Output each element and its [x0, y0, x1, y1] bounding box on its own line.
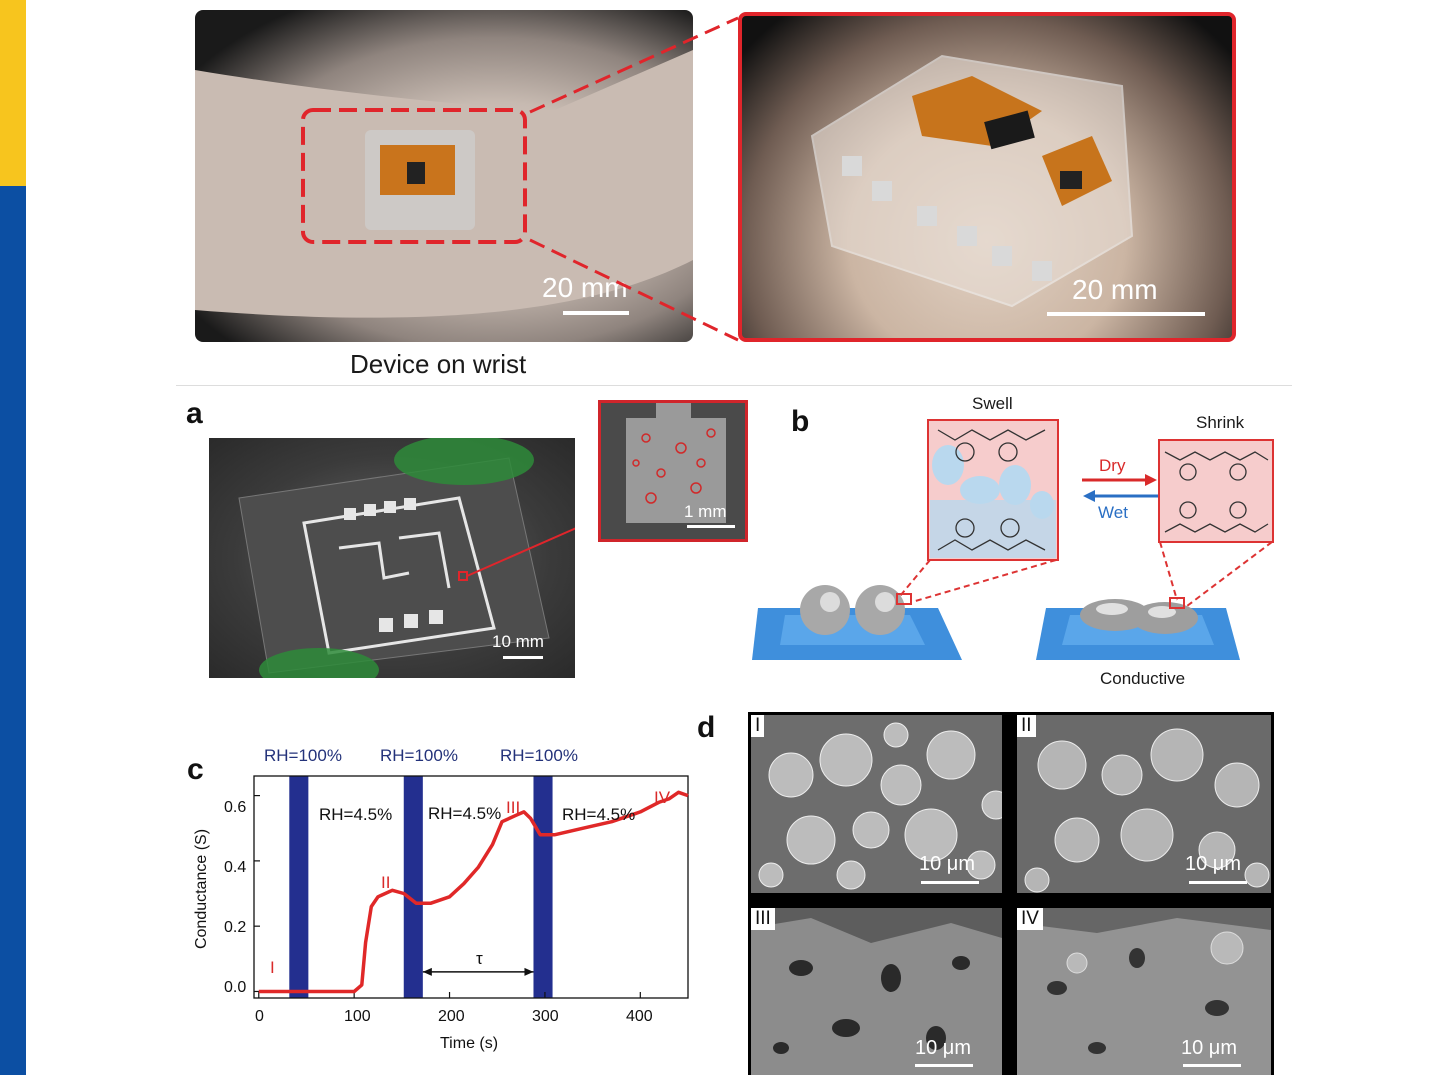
panel-a-letter: a	[186, 397, 203, 430]
x-tick-0: 0	[255, 1008, 264, 1025]
circuit-illustration	[238, 438, 575, 678]
sem-tag-IV: IV	[1017, 908, 1043, 930]
rh-high-label-1: RH=100%	[264, 746, 342, 765]
marker-IV: IV	[654, 788, 671, 807]
humidity-band-2	[403, 776, 423, 998]
sem-scale-bar-II	[1189, 881, 1247, 884]
tau-arrow-right-head	[524, 967, 534, 976]
swell-label: Swell	[972, 394, 1013, 413]
x-tick-100: 100	[344, 1008, 371, 1025]
pad-sem-inset: 1 mm	[598, 400, 748, 542]
sem-spheres-I	[758, 722, 1002, 890]
x-axis-title: Time (s)	[440, 1035, 499, 1052]
sem-sintered-III	[751, 918, 1002, 1075]
dry-label: Dry	[1099, 456, 1126, 475]
pcb-scale-bar	[503, 656, 543, 659]
sem-tag-III: III	[751, 908, 775, 930]
conductive-label: Conductive	[1100, 669, 1186, 688]
sem-tile-II: II 10 μm	[1017, 715, 1271, 893]
marker-I: I	[270, 958, 275, 977]
pad-sem-illustration	[601, 403, 745, 539]
x-tick-300: 300	[532, 1008, 559, 1025]
sem-tile-III: III 10 μm	[751, 908, 1002, 1075]
y-tick-0-6: 0.6	[224, 799, 247, 816]
sem-tag-I: I	[751, 715, 765, 737]
rh-low-label-1: RH=4.5%	[319, 805, 393, 824]
zoomed-device-photo: 20 mm	[738, 12, 1236, 342]
pcb-scale-label: 10 mm	[492, 632, 544, 651]
sem-scale-label-III: 10 μm	[915, 1037, 971, 1059]
plot-frame	[253, 775, 689, 999]
wet-label: Wet	[1098, 503, 1128, 522]
sem-scale-bar-IV	[1183, 1064, 1241, 1067]
marker-III: III	[506, 798, 521, 817]
sem-scale-label-I: 10 μm	[919, 853, 975, 875]
wrist-illustration	[195, 50, 693, 318]
x-tick-200: 200	[438, 1008, 465, 1025]
y-axis-title: Conductance (S)	[193, 828, 211, 950]
sem-tile-IV: IV 10 μm	[1017, 908, 1271, 1075]
accent-stripe-yellow	[0, 0, 26, 186]
marker-II: II	[381, 873, 391, 892]
rh-high-label-3: RH=100%	[500, 746, 578, 765]
rh-low-label-2: RH=4.5%	[428, 804, 502, 823]
rh-high-label-2: RH=100%	[380, 746, 458, 765]
wrist-photo: 20 mm	[195, 10, 693, 342]
swell-shrink-schematic	[752, 419, 1274, 660]
wrist-scale-bar	[563, 311, 629, 315]
wrist-scale-label: 20 mm	[542, 272, 628, 303]
zoom-scale-label: 20 mm	[1072, 274, 1158, 305]
sem-scale-label-II: 10 μm	[1185, 853, 1241, 875]
y-tick-0-2: 0.2	[224, 919, 247, 936]
y-tick-0-4: 0.4	[224, 859, 247, 876]
conductance-chart	[253, 775, 689, 999]
inset-scale-label: 1 mm	[684, 502, 727, 521]
sem-tag-II: II	[1017, 715, 1036, 737]
inset-scale-bar	[687, 525, 735, 528]
sem-scale-label-IV: 10 μm	[1181, 1037, 1237, 1059]
humidity-band-1	[289, 776, 309, 998]
photo-caption: Device on wrist	[350, 349, 527, 379]
accent-stripe-blue	[0, 186, 26, 1075]
x-tick-400: 400	[626, 1008, 653, 1025]
zoom-connector	[529, 16, 739, 342]
sem-scale-bar-III	[915, 1064, 973, 1067]
panel-d-letter: d	[697, 711, 716, 744]
sem-grid: I 10 μm II 10 μm III 10 μm	[748, 712, 1274, 1075]
sem-sintered-IV	[1017, 918, 1271, 1075]
shrink-label: Shrink	[1196, 413, 1245, 432]
printed-circuit-photo: 10 mm	[209, 438, 575, 678]
panel-b-letter: b	[791, 405, 810, 438]
rh-low-label-3: RH=4.5%	[562, 805, 636, 824]
tau-label: τ	[476, 949, 483, 968]
panel-c-letter: c	[187, 753, 204, 786]
sem-tile-I: I 10 μm	[751, 715, 1002, 893]
sem-scale-bar-I	[921, 881, 979, 884]
section-divider	[176, 385, 1292, 386]
conductance-line-1	[258, 790, 689, 994]
humidity-band-3	[533, 776, 553, 998]
sem-spheres-II	[1024, 728, 1270, 893]
zoomed-device-illustration	[810, 54, 1134, 308]
tau-arrow-left-head	[422, 967, 432, 976]
zoom-scale-bar	[1047, 312, 1205, 316]
y-tick-0: 0.0	[224, 979, 247, 996]
